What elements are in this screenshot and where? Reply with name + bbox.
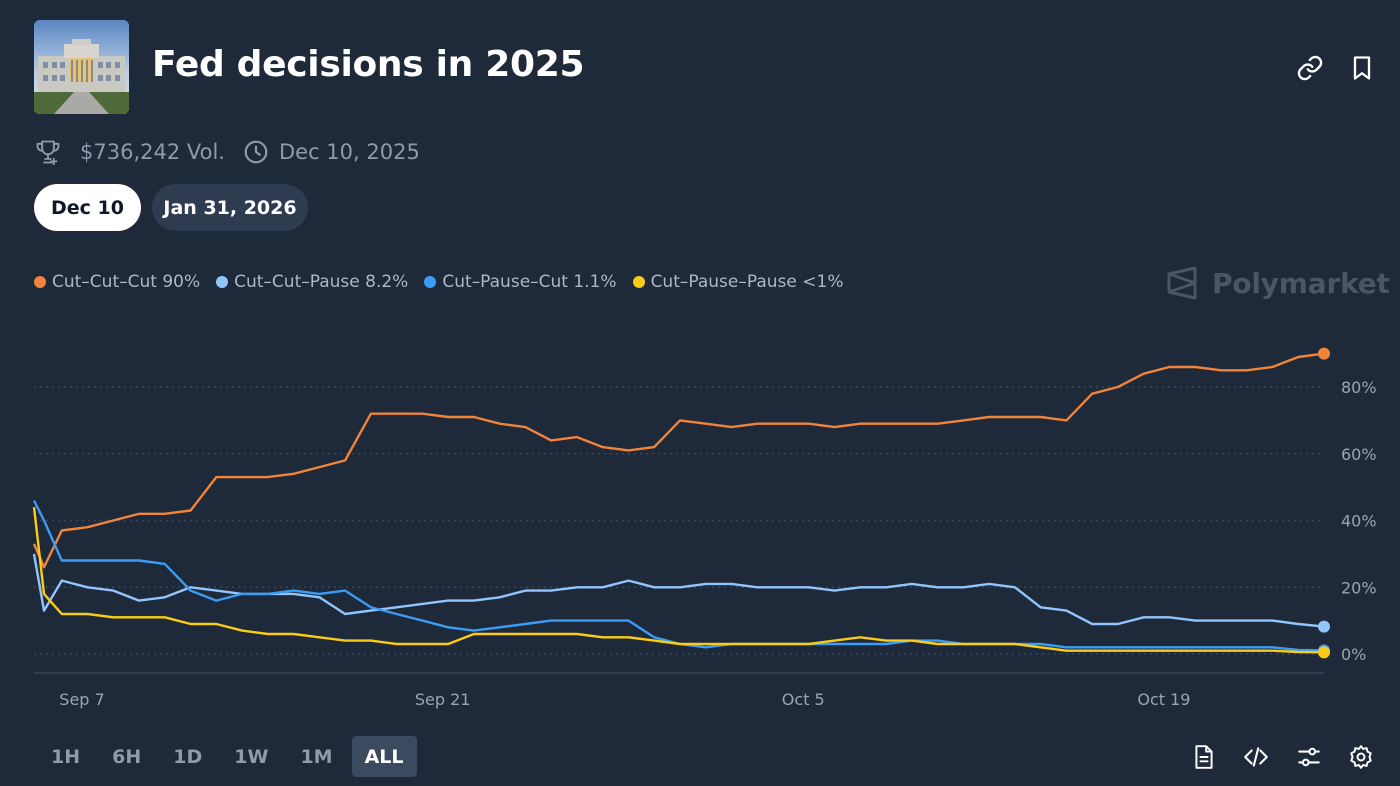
x-axis-ticks: Sep 7 Sep 21 Oct 5 Oct 19 [59, 690, 1190, 709]
polymarket-watermark: Polymarket [1166, 266, 1390, 300]
chart-grid [34, 386, 1324, 655]
code-icon[interactable] [1243, 744, 1269, 770]
series-endpoint [1318, 347, 1330, 360]
tab-jan-31-2026[interactable]: Jan 31, 2026 [152, 184, 308, 231]
gear-icon[interactable] [1348, 744, 1374, 770]
series-endpoint [1318, 646, 1330, 659]
chart-legend: Cut–Cut–Cut 90% Cut–Cut–Pause 8.2% Cut–P… [34, 272, 859, 292]
range-1h[interactable]: 1H [51, 745, 81, 768]
range-1m[interactable]: 1M [300, 745, 333, 768]
federal-reserve-building-image [34, 20, 129, 114]
bookmark-icon[interactable] [1348, 54, 1376, 82]
range-1d[interactable]: 1D [173, 745, 203, 768]
series-line [32, 352, 1325, 569]
range-1w[interactable]: 1W [234, 745, 269, 768]
series-endpoints [1318, 347, 1330, 659]
legend-dot [632, 276, 645, 288]
range-all[interactable]: ALL [351, 736, 417, 777]
y-tick-label: 0% [1341, 645, 1366, 664]
end-date-text: Dec 10, 2025 [278, 140, 420, 164]
y-tick-label: 20% [1341, 578, 1377, 597]
legend-label: Cut–Cut–Pause 8.2% [234, 272, 409, 292]
y-axis-ticks: 0% 20% 40% 60% 80% [1341, 378, 1377, 664]
legend-label: Cut–Pause–Pause <1% [650, 272, 844, 292]
market-thumbnail [34, 20, 129, 114]
document-icon[interactable] [1191, 744, 1217, 770]
y-tick-label: 40% [1341, 512, 1377, 531]
trophy-icon [36, 140, 60, 165]
series-line [32, 499, 1325, 652]
range-6h[interactable]: 6H [112, 745, 142, 768]
series-line [32, 506, 1325, 654]
tab-dec-10[interactable]: Dec 10 [34, 184, 141, 231]
series-endpoint [1318, 620, 1330, 633]
x-tick-label: Sep 21 [415, 690, 471, 709]
legend-item: Cut–Cut–Cut 90% [34, 272, 200, 292]
sliders-icon[interactable] [1296, 744, 1322, 770]
volume-text: $736,242 Vol. [80, 140, 225, 164]
legend-dot [34, 276, 46, 288]
clock-icon [244, 140, 268, 164]
brand-name: Polymarket [1212, 266, 1390, 300]
legend-label: Cut–Pause–Cut 1.1% [442, 272, 617, 292]
price-chart[interactable]: 0% 20% 40% 60% 80% Sep 7 Sep 21 Oct 5 Oct 19 [0, 300, 1400, 720]
x-tick-label: Sep 7 [59, 690, 104, 709]
time-range-selector: 1H 6H 1D 1W 1M ALL [38, 736, 423, 777]
y-tick-label: 80% [1341, 378, 1377, 397]
x-tick-label: Oct 5 [782, 690, 825, 709]
legend-dot [216, 276, 229, 288]
chart-series [32, 352, 1325, 654]
market-meta: $736,242 Vol. Dec 10, 2025 [34, 137, 420, 167]
series-line [32, 553, 1325, 628]
polymarket-logo-icon [1167, 266, 1197, 300]
legend-dot [424, 276, 437, 288]
legend-item: Cut–Cut–Pause 8.2% [216, 272, 408, 292]
x-tick-label: Oct 19 [1137, 690, 1190, 709]
page-title: Fed decisions in 2025 [152, 44, 585, 85]
legend-label: Cut–Cut–Cut 90% [52, 272, 201, 292]
link-icon[interactable] [1296, 54, 1324, 82]
legend-item: Cut–Pause–Pause <1% [632, 272, 844, 292]
y-tick-label: 60% [1341, 445, 1377, 464]
legend-item: Cut–Pause–Cut 1.1% [424, 272, 617, 292]
